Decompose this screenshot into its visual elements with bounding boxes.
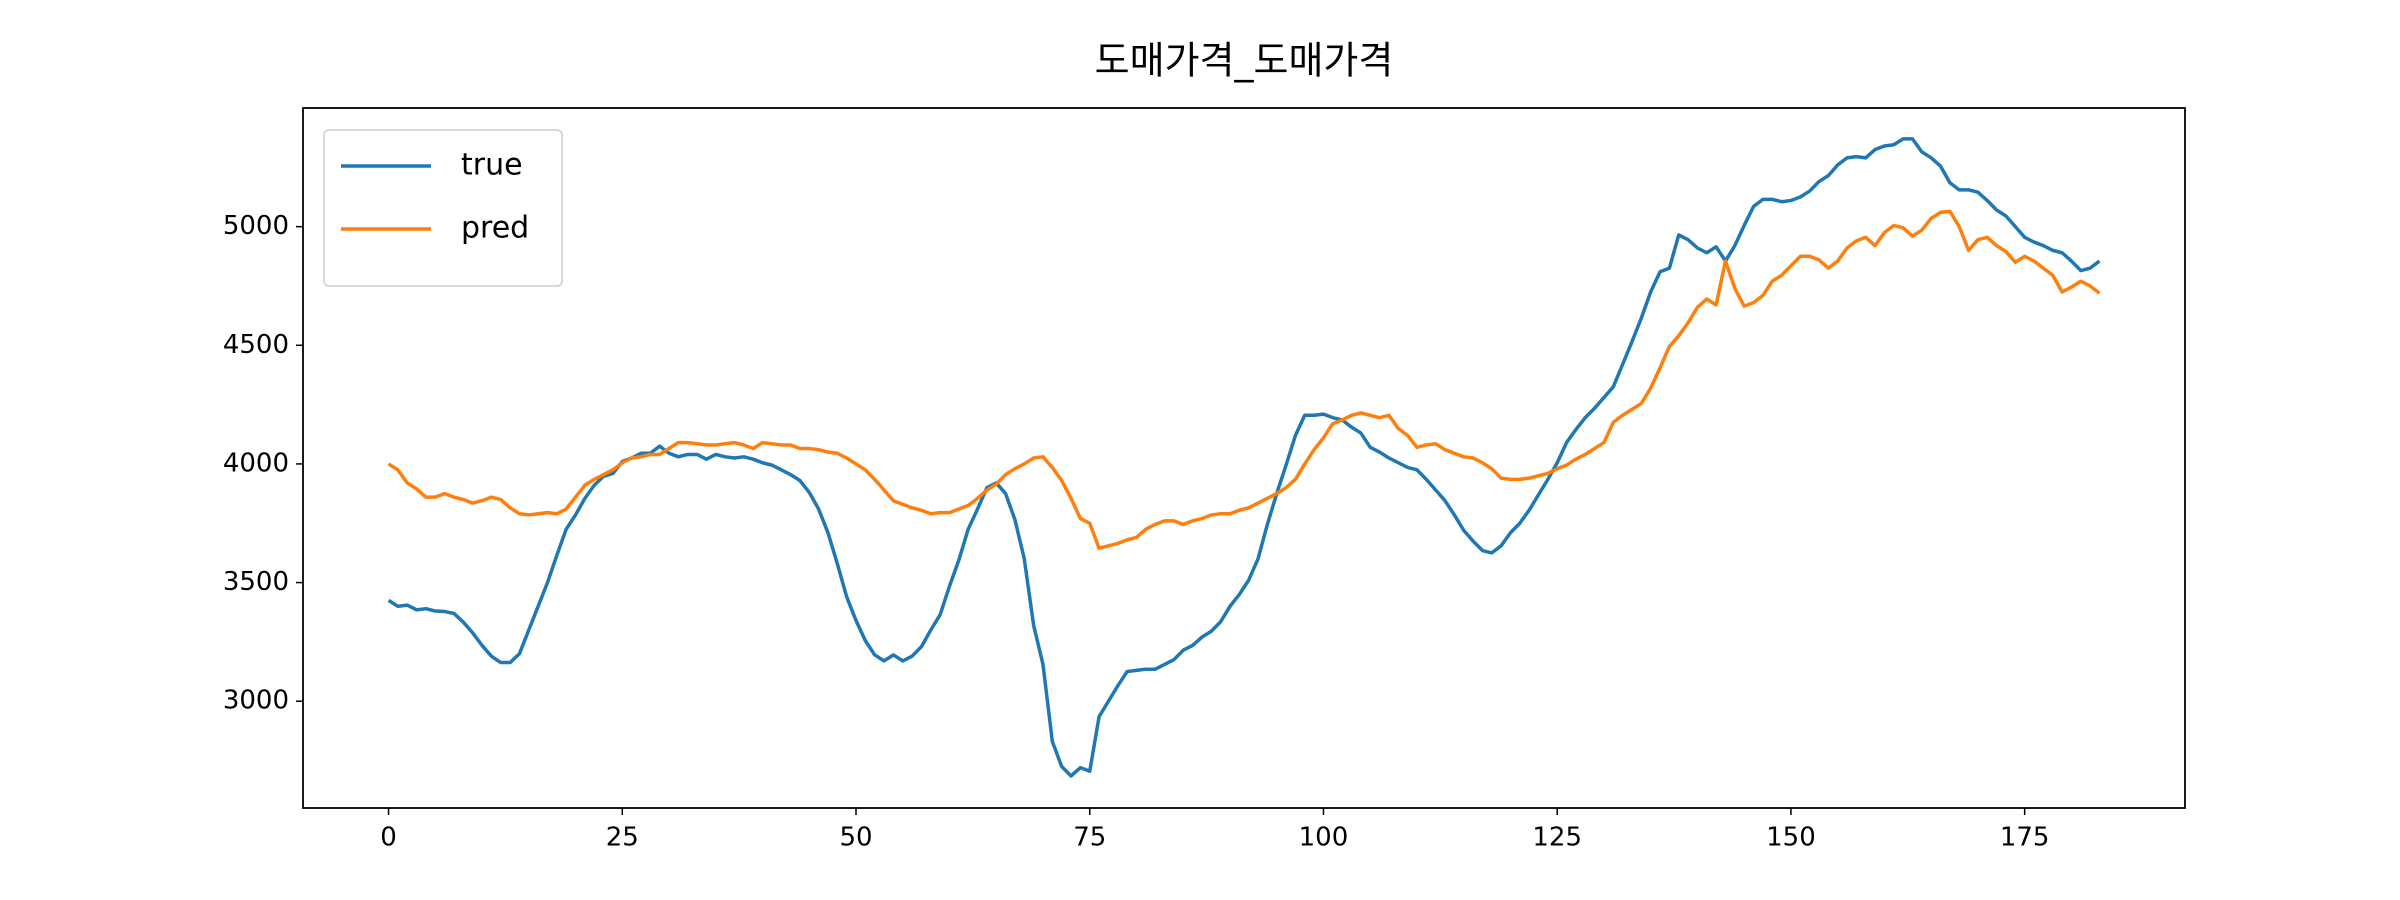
x-tick-label: 25: [606, 823, 639, 853]
x-tick-label: 125: [1532, 823, 1582, 853]
x-tick-label: 0: [380, 823, 397, 853]
x-tick-label: 50: [839, 823, 872, 853]
series-line: [387, 137, 2101, 778]
legend-label: pred: [461, 211, 529, 246]
x-tick-label: 75: [1073, 823, 1106, 853]
y-tick-label: 3500: [223, 567, 289, 597]
legend-label: true: [461, 148, 523, 183]
plot-frame: [302, 107, 2186, 809]
y-tick-label: 4000: [223, 448, 289, 478]
x-tick-label: 100: [1299, 823, 1349, 853]
chart-title: 도매가격_도매가격: [1095, 39, 1394, 83]
legend-box: [323, 129, 563, 287]
y-tick-label: 4500: [223, 330, 289, 360]
x-tick-label: 175: [2000, 823, 2050, 853]
series-line: [387, 209, 2101, 550]
x-tick-label: 150: [1766, 823, 1816, 853]
y-tick-label: 5000: [223, 211, 289, 241]
y-tick-label: 3000: [223, 686, 289, 716]
